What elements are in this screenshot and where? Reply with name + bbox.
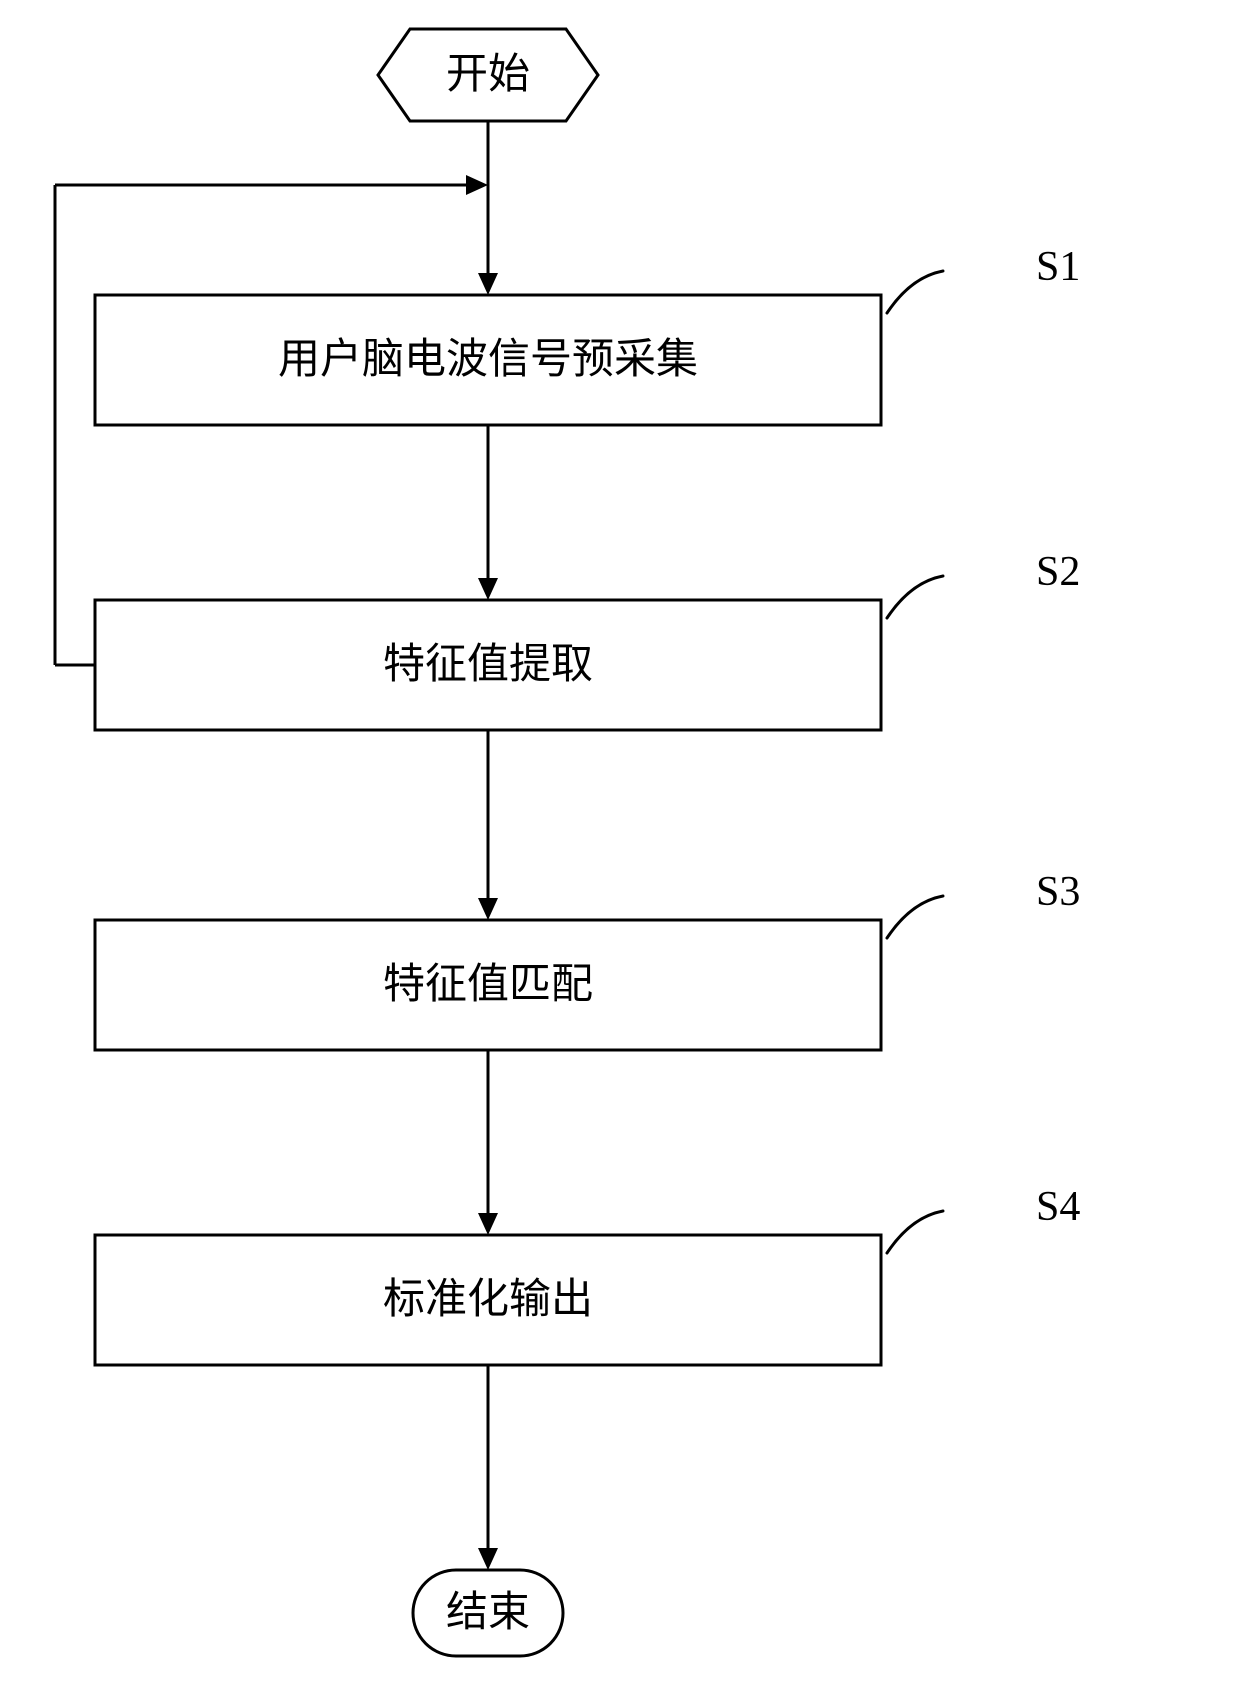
step-label-S1-text: S1 <box>1036 244 1080 290</box>
step-label-S1: S1 <box>887 244 1080 313</box>
step-label-S2: S2 <box>887 549 1080 618</box>
step-S2: 特征值提取 <box>95 600 881 730</box>
step-S3-text: 特征值匹配 <box>383 962 593 1008</box>
terminator-end-text: 结束 <box>446 1590 530 1636</box>
step-label-S4: S4 <box>887 1184 1080 1253</box>
terminator-end: 结束 <box>413 1570 563 1656</box>
step-S4-text: 标准化输出 <box>383 1277 593 1323</box>
step-S1-text: 用户脑电波信号预采集 <box>278 337 698 383</box>
step-label-S2-text: S2 <box>1036 549 1080 595</box>
step-S3: 特征值匹配 <box>95 920 881 1050</box>
step-label-S3-text: S3 <box>1036 869 1080 915</box>
terminator-start-text: 开始 <box>446 52 530 98</box>
step-S1: 用户脑电波信号预采集 <box>95 295 881 425</box>
step-label-S3: S3 <box>887 869 1080 938</box>
feedback-loop <box>55 175 488 665</box>
step-S2-text: 特征值提取 <box>383 642 593 688</box>
step-S4: 标准化输出 <box>95 1235 881 1365</box>
terminator-start: 开始 <box>378 29 598 121</box>
step-label-S4-text: S4 <box>1036 1184 1080 1230</box>
